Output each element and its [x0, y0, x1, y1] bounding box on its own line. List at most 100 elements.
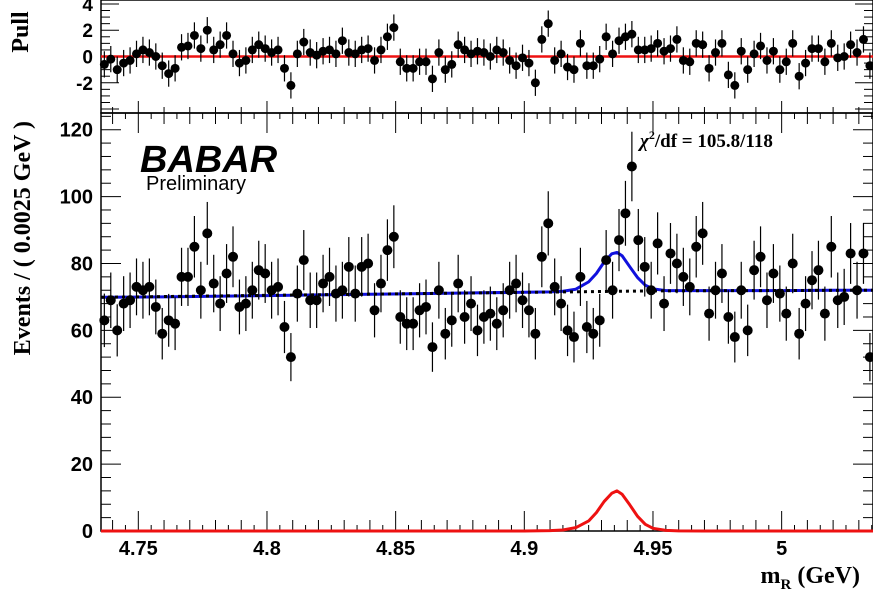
x-tick-label: 4.9	[510, 538, 538, 560]
pull-point	[756, 41, 765, 50]
pull-point	[820, 57, 829, 66]
data-point	[569, 332, 579, 342]
data-point	[858, 248, 868, 258]
data-point	[826, 242, 836, 252]
data-point	[743, 325, 753, 335]
y-tick-label: 0	[82, 521, 93, 543]
signal-line	[101, 491, 873, 531]
pull-point	[685, 57, 694, 66]
x-axis-label-main: m	[761, 563, 781, 589]
pull-point	[203, 26, 212, 35]
pull-point	[557, 49, 566, 58]
pull-point	[717, 39, 726, 48]
pull-point	[428, 74, 437, 83]
pull-point	[331, 49, 340, 58]
data-point	[466, 299, 476, 309]
data-point	[125, 295, 135, 305]
pull-point	[389, 23, 398, 32]
data-point	[608, 285, 618, 295]
data-point	[588, 329, 598, 339]
x-tick-label: 4.95	[634, 538, 673, 560]
pull-point	[126, 56, 135, 65]
data-point	[537, 252, 547, 262]
data-point	[112, 325, 122, 335]
pull-point	[183, 41, 192, 50]
data-point	[196, 285, 206, 295]
data-point	[723, 312, 733, 322]
data-point	[492, 319, 502, 329]
y-tick-label: 20	[71, 454, 93, 476]
main-x-axis-label: mR (GeV)	[761, 563, 860, 593]
data-point	[730, 332, 740, 342]
data-point	[749, 265, 759, 275]
data-point	[189, 242, 199, 252]
pull-point	[383, 32, 392, 41]
data-point	[408, 319, 418, 329]
x-tick-label: 4.85	[376, 538, 415, 560]
data-point	[511, 279, 521, 289]
pull-point	[376, 45, 385, 54]
chi2-value: /df = 105.8/118	[654, 131, 773, 152]
pull-point	[775, 65, 784, 74]
pull-point	[762, 56, 771, 65]
chi2-annotation: χ2/df = 105.8/118	[637, 128, 773, 152]
data-point	[344, 262, 354, 272]
data-point	[247, 285, 257, 295]
data-point	[434, 285, 444, 295]
y-tick-label: 40	[71, 387, 93, 409]
data-point	[781, 309, 791, 319]
pull-point	[576, 39, 585, 48]
pull-point	[216, 40, 225, 49]
main-panel: 4.75 4.8 4.85 4.9 4.95 5 0 20 40 60 80 100 120 Even…	[10, 113, 873, 593]
data-point	[286, 352, 296, 362]
data-point	[801, 299, 811, 309]
pull-point	[859, 35, 868, 44]
data-point	[170, 319, 180, 329]
pull-point	[666, 44, 675, 53]
pull-point	[730, 81, 739, 90]
pull-point	[299, 38, 308, 47]
data-point	[292, 289, 302, 299]
data-point	[820, 309, 830, 319]
data-point	[389, 232, 399, 242]
data-point	[279, 322, 289, 332]
data-point	[299, 255, 309, 265]
pull-point	[364, 44, 373, 53]
pull-point	[602, 32, 611, 41]
x-tick-label: 4.8	[253, 538, 281, 560]
data-point	[550, 282, 560, 292]
data-point	[672, 258, 682, 268]
data-point	[846, 248, 856, 258]
data-point	[813, 265, 823, 275]
pull-point	[531, 78, 540, 87]
preliminary-label: Preliminary	[146, 173, 246, 195]
pull-point	[788, 39, 797, 48]
y-tick-label: 60	[71, 320, 93, 342]
pull-point	[524, 59, 533, 68]
data-point	[453, 279, 463, 289]
pull-point	[846, 40, 855, 49]
pull-point	[447, 60, 456, 69]
data-point	[144, 282, 154, 292]
pull-point	[865, 61, 873, 70]
pull-point	[627, 30, 636, 39]
data-point	[691, 242, 701, 252]
data-point	[768, 269, 778, 279]
pull-point	[151, 52, 160, 61]
pull-point	[338, 36, 347, 45]
data-point	[653, 238, 663, 248]
pull-point	[229, 49, 238, 58]
data-point	[498, 305, 508, 315]
pull-point	[840, 52, 849, 61]
y-tick-label: 100	[60, 187, 93, 209]
pull-point	[537, 35, 546, 44]
pull-point	[698, 40, 707, 49]
data-point	[852, 285, 862, 295]
data-point	[421, 302, 431, 312]
data-point	[865, 352, 873, 362]
data-point	[260, 269, 270, 279]
pull-point	[396, 57, 405, 66]
data-point	[620, 208, 630, 218]
main-y-axis-label: Events / ( 0.0025 GeV )	[10, 121, 36, 355]
